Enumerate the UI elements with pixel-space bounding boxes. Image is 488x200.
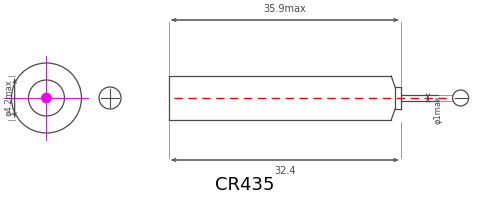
Ellipse shape [41, 93, 51, 103]
Text: 35.9max: 35.9max [263, 4, 305, 14]
Text: φ1max: φ1max [433, 96, 442, 124]
Text: 32.4: 32.4 [274, 166, 295, 176]
Text: φ4.2max: φ4.2max [4, 80, 13, 116]
Text: CR435: CR435 [214, 176, 274, 194]
